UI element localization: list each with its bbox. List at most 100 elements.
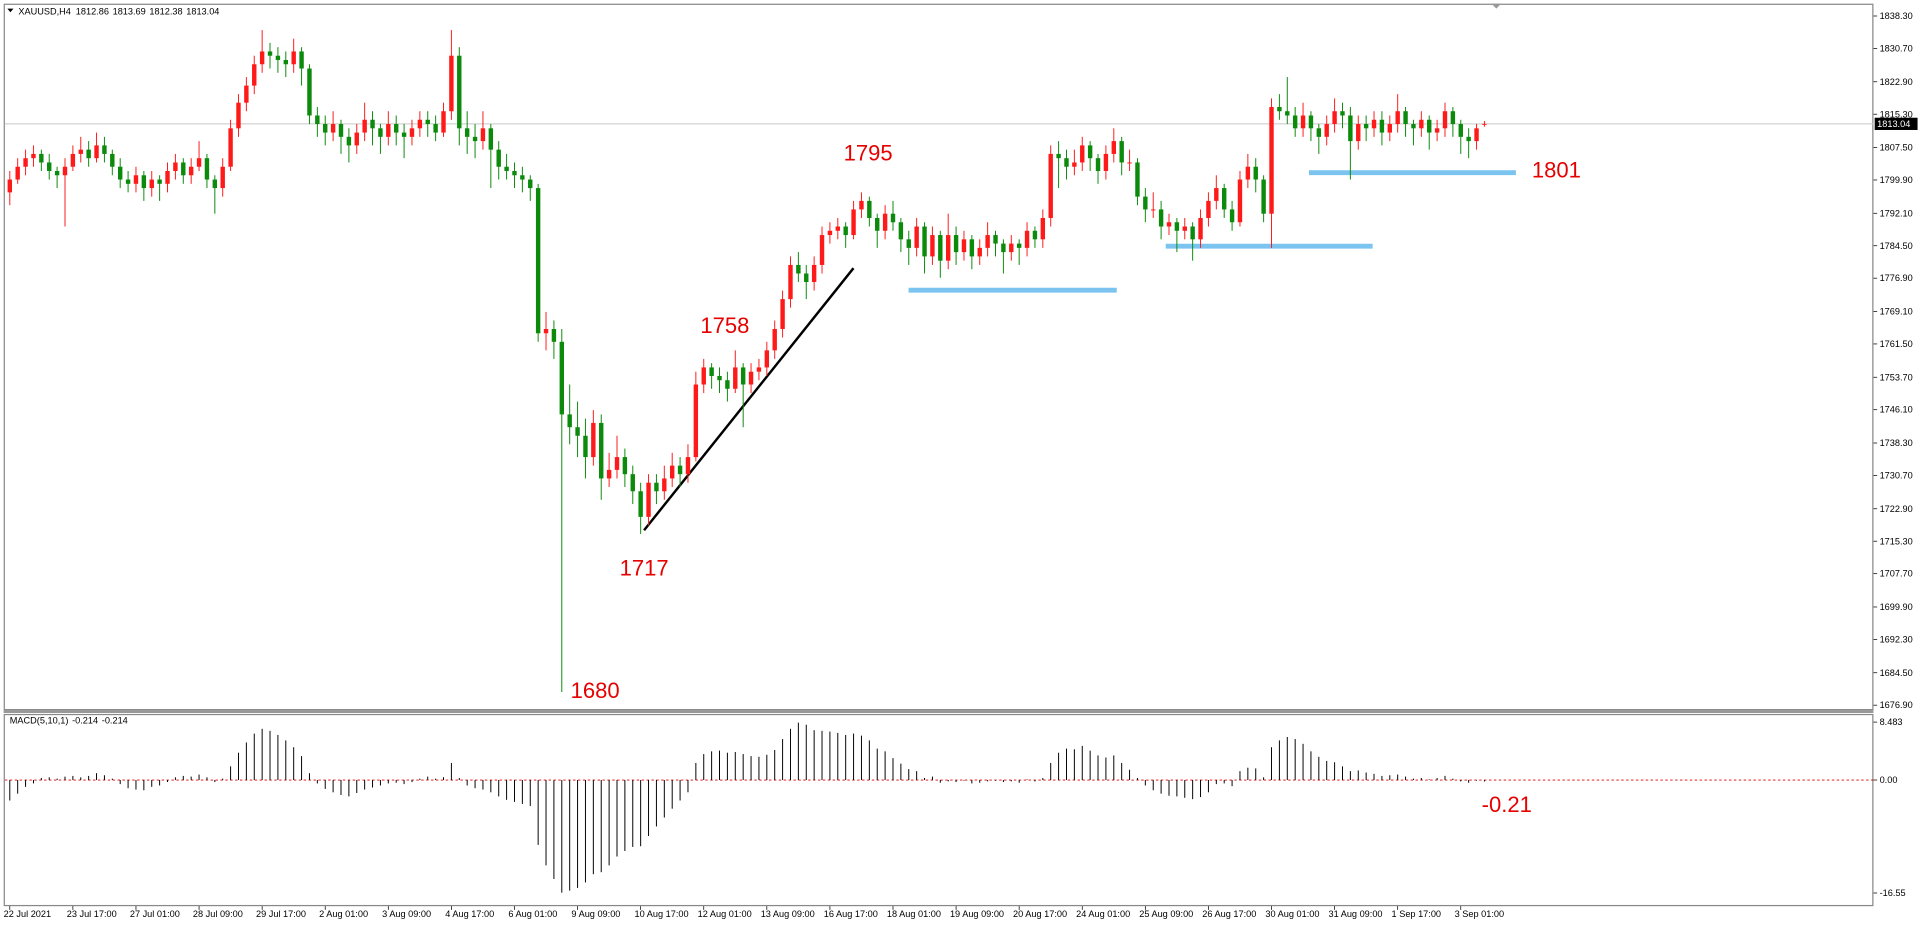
candle-body [165,171,170,184]
candle-body [614,457,620,470]
candle-body [1324,124,1329,137]
candle-body [906,239,911,248]
macd-y-tick-label: 8.483 [1880,717,1903,727]
candle-body [953,235,959,253]
candle-body [1482,123,1487,125]
candle-body [512,171,517,176]
candle-body [488,128,494,150]
candle-body [1427,119,1432,133]
candle-body [1072,162,1077,167]
candle-body [622,457,628,475]
y-tick-label: 1830.70 [1880,44,1913,54]
candle-body [1332,111,1337,125]
y-tick-label: 1684.50 [1880,668,1913,678]
symbol: XAUUSD,H4 [18,7,70,17]
candle-body [1048,153,1053,218]
y-tick-label: 1784.50 [1880,241,1913,251]
candle-body [181,162,186,176]
candle-body [307,68,312,116]
y-tick-label: 1761.50 [1880,339,1913,349]
x-tick-label: 25 Aug 09:00 [1139,909,1193,919]
candle-body [1395,111,1400,125]
candle-body [733,367,738,389]
candle-body [1237,179,1243,223]
candle-body [654,482,659,492]
candle-body [851,209,856,236]
candle-body [882,213,888,231]
candle-body [788,264,793,300]
candle-body [47,162,52,172]
x-tick-label: 6 Aug 01:00 [508,909,557,919]
candle-body [504,166,509,172]
candle-body [811,264,817,283]
candle-body [133,175,139,184]
candle-body [39,153,44,163]
candle-body [110,153,115,167]
y-tick-label: 1699.90 [1880,602,1913,612]
candle-body [914,226,919,248]
candle-body [149,179,154,189]
candle-body [819,235,825,265]
candle-body [701,367,706,385]
candle-body [464,128,470,137]
candle-body [1064,158,1069,167]
macd-signal: -0.214 [102,716,128,726]
candle-body [228,128,233,167]
candle-body [1474,128,1479,142]
candle-body [1253,166,1258,180]
y-tick-label: 1792.10 [1880,208,1913,218]
candle-body [945,235,951,261]
annotation: 1717 [620,556,669,581]
x-tick-label: 1 Sep 17:00 [1392,909,1441,919]
candle-body [1340,111,1345,116]
candle-body [1206,200,1211,218]
candle-body [259,51,265,65]
candle-body [1245,166,1251,180]
annotation: 1801 [1532,158,1581,183]
candle-body [441,111,446,133]
candle-body [1009,243,1014,253]
candle-body [472,136,478,142]
candle-body [1387,124,1392,133]
candle-body [1442,111,1448,129]
candle-body [157,179,162,184]
macd-name: MACD(5,10,1) [10,716,69,726]
candle-body [31,153,36,159]
candle-body [827,230,833,236]
current-price-tag [1874,117,1918,130]
x-tick-label: 4 Aug 17:00 [445,909,494,919]
candle-body [70,153,76,167]
candle-body [196,158,202,167]
candle-body [283,59,288,65]
x-tick-label: 13 Aug 09:00 [761,909,815,919]
y-tick-label: 1769.10 [1880,307,1913,317]
chart-shift-marker [1491,3,1502,9]
candle-body [409,128,415,137]
trend-line [643,267,855,532]
candle-body [1292,115,1298,129]
candle-body [338,124,344,137]
candle-body [173,162,178,172]
candle-body [86,149,91,159]
candle-body [125,179,131,184]
menu-arrow[interactable] [7,8,14,13]
close: 1813.04 [186,7,219,17]
macd-value: -0.214 [72,716,98,726]
y-tick-label: 1822.90 [1880,77,1913,87]
candle-body [244,85,249,103]
candle-body [102,145,107,154]
candle-body [898,222,904,240]
x-tick-label: 2 Aug 01:00 [319,909,368,919]
candle-body [938,235,943,261]
candle-body [1087,145,1093,159]
candle-body [1198,217,1203,240]
candle-body [370,119,375,129]
candle-body [796,264,801,274]
candle-body [890,213,896,223]
candle-body [1111,141,1116,154]
x-tick-label: 29 Jul 17:00 [256,909,306,919]
candle-body [236,102,241,129]
candle-body [756,367,762,372]
candle-body [543,328,549,334]
